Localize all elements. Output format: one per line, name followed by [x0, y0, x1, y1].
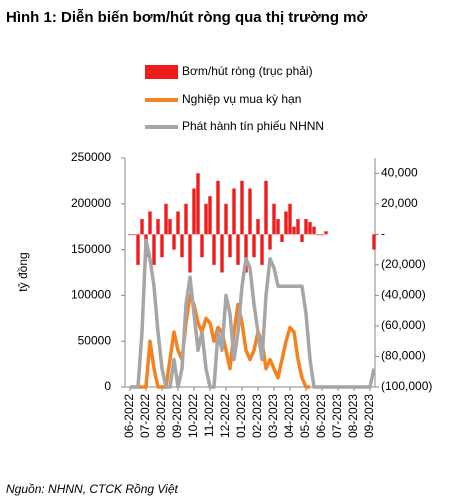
x-tick-label: 01-2023	[234, 394, 248, 438]
legend-swatch	[145, 65, 178, 79]
x-tick-label: 08-2023	[346, 394, 360, 438]
y-tick-label: 50000	[78, 333, 112, 347]
bar	[292, 226, 296, 235]
bar	[324, 231, 328, 235]
bar	[152, 234, 156, 265]
source-note: Nguồn: NHNN, CTCK Rồng Việt	[6, 482, 179, 496]
chart-title: Hình 1: Diễn biến bơm/hút ròng qua thị t…	[6, 9, 368, 26]
legend-label: Nghiệp vụ mua kỳ hạn	[182, 92, 301, 106]
y-tick-label: 0	[104, 379, 111, 393]
bar	[316, 234, 320, 236]
bar	[140, 219, 144, 235]
bar	[168, 219, 172, 235]
y2-tick-label: (20,000)	[381, 257, 426, 271]
bar	[232, 188, 236, 235]
x-tick-label: 04-2023	[282, 394, 296, 438]
x-tick-label: 12-2022	[218, 394, 232, 438]
bar	[212, 234, 216, 265]
x-tick-label: 09-2022	[170, 394, 184, 438]
x-tick-label: 06-2023	[314, 394, 328, 438]
bar	[268, 234, 272, 250]
bar	[136, 234, 140, 265]
bar	[276, 219, 280, 235]
y-tick-label: 200000	[71, 196, 111, 210]
bar	[260, 234, 264, 265]
bar	[308, 222, 312, 235]
bar	[272, 203, 276, 235]
y-tick-label: 150000	[71, 242, 111, 256]
x-tick-label: 08-2022	[154, 394, 168, 438]
bar	[284, 211, 288, 235]
y-tick-label: 100000	[71, 288, 111, 302]
y2-tick-label: 20,000	[381, 196, 418, 210]
bar	[264, 180, 268, 235]
x-tick-label: 02-2023	[250, 394, 264, 438]
y-tick-label: 250000	[71, 150, 111, 164]
bar	[228, 234, 232, 258]
bar	[244, 234, 248, 273]
bar	[184, 203, 188, 235]
x-tick-label: 07-2023	[330, 394, 344, 438]
legend-label: Bơm/hút ròng (trục phải)	[182, 64, 313, 78]
x-tick-label: 09-2023	[362, 394, 376, 438]
line-series	[130, 238, 376, 389]
x-tick-label: 07-2022	[138, 394, 152, 438]
bar	[196, 173, 200, 235]
bar	[304, 219, 308, 235]
bar	[160, 234, 164, 258]
bar	[192, 188, 196, 235]
bar	[156, 219, 160, 235]
bar	[320, 234, 324, 236]
y2-tick-label: 40,000	[381, 165, 418, 179]
bar	[252, 234, 256, 258]
x-tick-label: 05-2023	[298, 394, 312, 438]
y2-tick-label: (80,000)	[381, 349, 426, 363]
bar	[172, 234, 176, 250]
y2-tick-label: (100,000)	[381, 379, 432, 393]
bar	[280, 234, 284, 242]
y2-tick-label: -	[381, 227, 385, 241]
bar	[216, 180, 220, 235]
x-tick-label: 06-2022	[122, 394, 136, 438]
bar	[148, 211, 152, 235]
bar	[132, 234, 136, 236]
bar	[208, 196, 212, 235]
bar	[248, 188, 252, 235]
legend-label: Phát hành tín phiếu NHNN	[182, 119, 324, 133]
x-tick-label: 11-2022	[202, 394, 216, 437]
bar	[372, 234, 376, 250]
y-axis-title: tỷ đồng	[16, 252, 30, 291]
bar	[312, 226, 316, 235]
bar	[236, 234, 240, 265]
bar	[164, 203, 168, 235]
bar	[256, 219, 260, 235]
bar	[300, 234, 304, 242]
x-tick-label: 03-2023	[266, 394, 280, 438]
bar	[200, 234, 204, 258]
y2-tick-label: (40,000)	[381, 288, 426, 302]
bar	[188, 234, 192, 273]
bar	[240, 180, 244, 235]
bar	[180, 234, 184, 258]
x-tick-label: 10-2022	[186, 394, 200, 438]
line-series	[130, 293, 310, 389]
bar	[204, 203, 208, 235]
y2-tick-label: (60,000)	[381, 318, 426, 332]
bar	[224, 203, 228, 235]
bar	[176, 211, 180, 235]
bar	[220, 234, 224, 273]
bar	[296, 219, 300, 235]
bar	[288, 203, 292, 235]
bar	[128, 234, 132, 236]
